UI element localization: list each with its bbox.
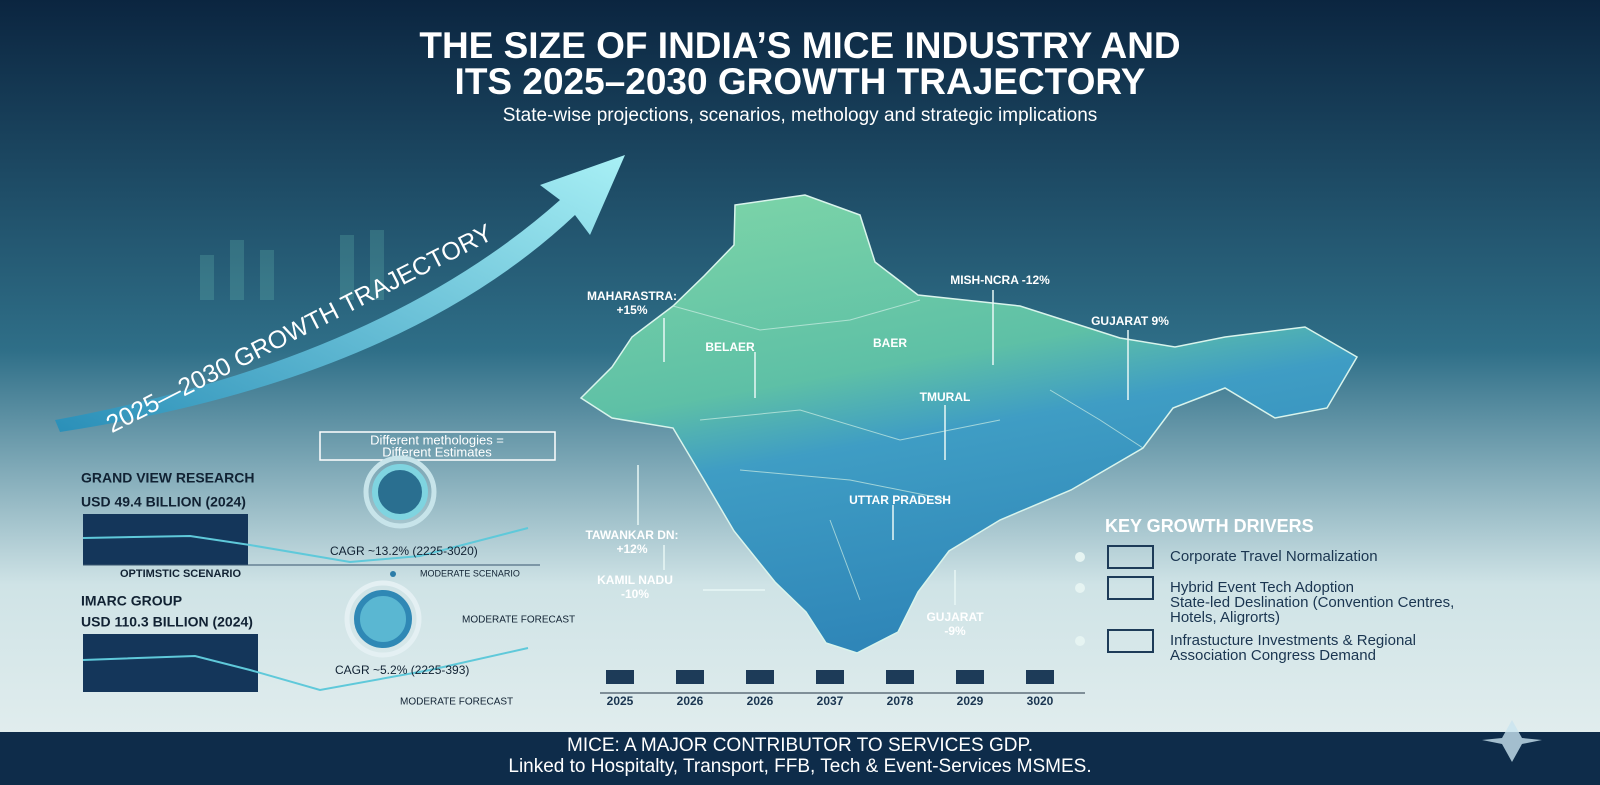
donut <box>363 455 437 529</box>
timeline-icon <box>746 670 774 684</box>
source-cagr: CAGR ~5.2% (2225-393) <box>335 663 469 677</box>
timeline-year: 2025 <box>607 694 634 708</box>
growth-arrow <box>55 155 625 432</box>
legend-dot <box>390 571 396 577</box>
driver-text: Association Congress Demand <box>1170 647 1376 664</box>
mini-chart-line <box>82 527 529 564</box>
bg-bars <box>200 230 384 300</box>
timeline-icon <box>606 670 634 684</box>
driver-text: Corporate Travel Normalization <box>1170 548 1378 565</box>
india-map <box>579 194 1359 654</box>
timeline-icon <box>1026 670 1054 684</box>
donut <box>372 464 428 520</box>
source-size: USD 49.4 BILLION (2024) <box>81 494 246 510</box>
state-borders <box>672 299 1144 601</box>
note-line: Different methologies = <box>370 432 504 447</box>
mini-chart-bg <box>83 634 258 692</box>
source-name: IMARC GROUP <box>81 593 182 609</box>
map-label: GUJARAT 9% <box>1091 314 1169 328</box>
map-label: GUJARAT <box>926 610 984 624</box>
map-label: TAWANKAR DN: <box>585 528 678 542</box>
note-line: Different Estimates <box>382 444 492 459</box>
driver-text: State-led Deslination (Convention Centre… <box>1170 594 1454 611</box>
bullet <box>1075 583 1085 593</box>
source-cagr: CAGR ~13.2% (2225-3020) <box>330 544 478 558</box>
map-label: BELAER <box>705 340 755 354</box>
map-labels: MAHARASTRA:+15% MISH-NCRA -12% GUJARAT 9% B… <box>585 273 1169 638</box>
footer-line: MICE: A MAJOR CONTRIBUTOR TO SERVICES GD… <box>567 735 1033 756</box>
timeline-year: 2037 <box>817 694 844 708</box>
timeline-icon <box>956 670 984 684</box>
map-label: KAMIL NADU <box>597 573 673 587</box>
source-size: USD 110.3 BILLION (2024) <box>81 614 253 630</box>
bullet <box>1075 636 1085 646</box>
source-scenario: MODERATE FORECAST <box>400 697 513 708</box>
map-label: MISH-NCRA -12% <box>950 273 1050 287</box>
drivers-title: KEY GROWTH DRIVERS <box>1105 516 1314 536</box>
timeline-icon <box>676 670 704 684</box>
label-pointers <box>637 290 1129 605</box>
note-box <box>319 431 556 461</box>
map-label: +12% <box>616 542 647 556</box>
donut <box>344 580 422 658</box>
timeline-year: 3020 <box>1027 694 1054 708</box>
timeline-icon <box>816 670 844 684</box>
driver-icon <box>1107 576 1154 600</box>
sparkle <box>1482 720 1542 762</box>
timeline-year: 2029 <box>957 694 984 708</box>
mini-chart-line <box>82 647 529 692</box>
footer-bar <box>0 732 1600 780</box>
driver-text: Infrastucture Investments & Regional <box>1170 632 1416 649</box>
map-label: +15% <box>616 303 647 317</box>
map-label: TMURAL <box>920 390 971 404</box>
source-panel: GRAND VIEW RESEARCH USD 49.4 BILLION (20… <box>81 455 575 708</box>
title-line: ITS 2025–2030 GROWTH TRAJECTORY <box>455 61 1146 102</box>
timeline-year: 2026 <box>677 694 704 708</box>
bullet <box>1075 552 1085 562</box>
map-label: UTTAR PRADESH <box>849 493 951 507</box>
timeline-icon <box>886 670 914 684</box>
timeline-year: 2026 <box>747 694 774 708</box>
map-label: BAER <box>873 336 907 350</box>
drivers-list: Corporate Travel Normalization Hybrid Eve… <box>1075 545 1454 664</box>
subtitle: State-wise projections, scenarios, metho… <box>503 105 1098 126</box>
donut <box>354 590 412 648</box>
source-name: GRAND VIEW RESEARCH <box>81 470 254 486</box>
driver-text: Hotels, Aligrorts) <box>1170 609 1280 626</box>
driver-icon <box>1107 629 1154 653</box>
source-legend: MODERATE FORECAST <box>462 615 575 626</box>
source-legend: MODERATE SCENARIO <box>420 568 520 578</box>
timeline-year: 2078 <box>887 694 914 708</box>
source-scenario: OPTIMSTIC SCENARIO <box>120 568 241 580</box>
driver-text: Hybrid Event Tech Adoption <box>1170 579 1354 596</box>
map-label: -10% <box>621 587 649 601</box>
footer-line: Linked to Hospitalty, Transport, FFB, Te… <box>508 756 1091 777</box>
map-label: -9% <box>944 624 966 638</box>
mini-chart-bg <box>83 514 248 565</box>
title-line: THE SIZE OF INDIA’S MICE INDUSTRY AND <box>419 25 1180 66</box>
map-label: MAHARASTRA: <box>587 289 677 303</box>
timeline: 2025 2026 2026 2037 2078 2029 3020 <box>600 670 1085 708</box>
driver-icon <box>1107 545 1154 569</box>
